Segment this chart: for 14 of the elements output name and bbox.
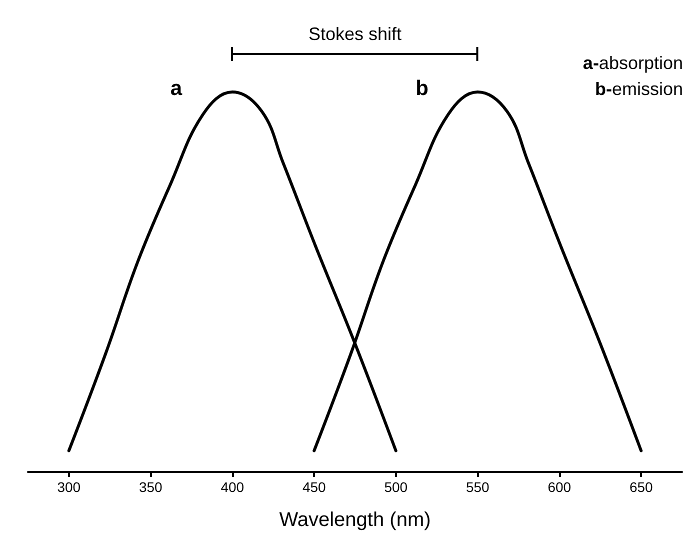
x-tick-label: 300	[57, 479, 81, 495]
x-tick-label: 550	[466, 479, 490, 495]
text: a-absorption	[582, 53, 684, 73]
x-tick-label: 650	[629, 479, 654, 495]
series-label: b	[416, 77, 428, 100]
x-tick-label: 400	[220, 479, 244, 495]
x-axis-title: Wavelength (nm)	[279, 509, 431, 531]
text: Stokes shift	[307, 24, 403, 45]
x-tick-label: 450	[302, 479, 326, 495]
x-tick-label: 350	[138, 479, 163, 495]
annotation: b-emission	[594, 79, 684, 99]
x-tick-label: 500	[384, 479, 408, 495]
series-label: a	[170, 77, 182, 100]
x-tick-label: 600	[548, 479, 572, 495]
